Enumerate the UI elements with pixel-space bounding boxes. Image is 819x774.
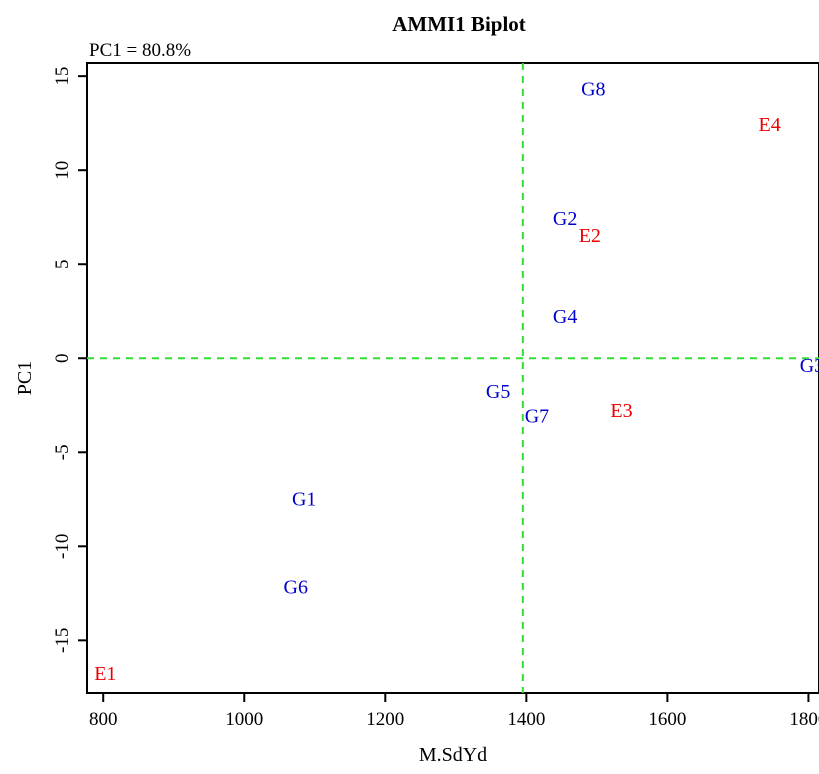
point-label-g4: G4	[553, 306, 577, 328]
x-tick-label: 800	[89, 709, 118, 730]
y-tick-label: -10	[52, 534, 73, 559]
y-tick-label: 5	[52, 259, 73, 269]
x-tick-label: 1800	[789, 709, 819, 730]
point-label-e3: E3	[610, 400, 632, 422]
chart-subtitle: PC1 = 80.8%	[89, 40, 191, 61]
x-tick-label: 1600	[648, 709, 686, 730]
y-tick-label: 10	[52, 161, 73, 180]
y-tick-label: -5	[52, 444, 73, 460]
x-axis-label: M.SdYd	[419, 744, 487, 766]
point-label-g7: G7	[525, 406, 549, 428]
x-tick-label: 1000	[225, 709, 263, 730]
chart-title: AMMI1 Biplot	[392, 12, 526, 36]
x-tick-label: 1400	[507, 709, 545, 730]
point-label-e4: E4	[759, 114, 781, 136]
y-axis-label: PC1	[14, 361, 36, 395]
point-label-e2: E2	[579, 225, 601, 247]
y-tick-label: 0	[52, 354, 73, 364]
point-label-e1: E1	[94, 663, 116, 685]
point-label-g8: G8	[581, 78, 605, 100]
point-label-g5: G5	[486, 381, 510, 403]
point-label-g2: G2	[553, 208, 577, 230]
x-axis: 800 1000 1200 1400 1600 1800	[89, 693, 819, 730]
reference-lines	[87, 63, 819, 693]
y-tick-label: -15	[52, 628, 73, 653]
point-label-g6: G6	[284, 577, 308, 599]
y-axis: 15 10 5 0 -5 -10 -15	[52, 67, 87, 653]
y-tick-label: 15	[52, 67, 73, 86]
point-labels: G1 G2 G3 G4 G5 G6 G7 G8 E1 E2 E3 E4	[94, 78, 819, 685]
point-label-g3: G3	[800, 355, 819, 377]
x-tick-label: 1200	[366, 709, 404, 730]
plot-frame	[86, 62, 819, 694]
point-label-g1: G1	[292, 488, 316, 510]
